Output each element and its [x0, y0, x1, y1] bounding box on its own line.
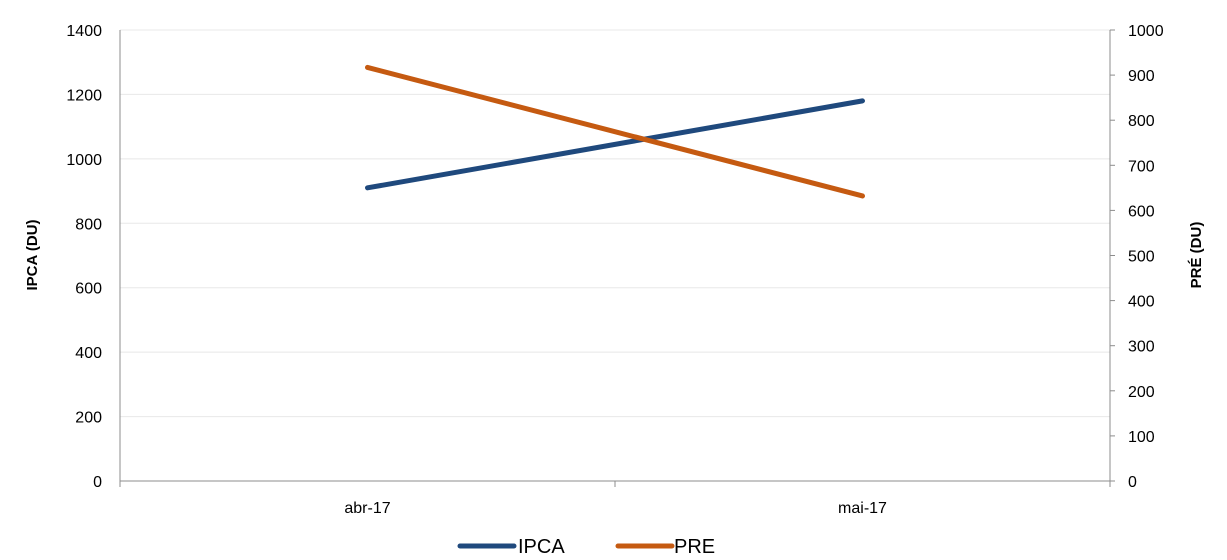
series-lines: [365, 64, 865, 199]
left-tick-label: 600: [75, 281, 102, 298]
left-tick-label: 1000: [66, 152, 102, 169]
left-tick-label: 400: [75, 345, 102, 362]
x-tick-label: abr-17: [344, 500, 390, 517]
gridlines: [120, 29, 1110, 418]
x-tick-label: mai-17: [838, 500, 887, 517]
series-line-ipca: [365, 98, 865, 191]
right-tick-label: 900: [1128, 68, 1155, 85]
right-tick-label: 800: [1128, 113, 1155, 130]
right-tick-label: 100: [1128, 429, 1155, 446]
left-tick-label: 1400: [66, 23, 102, 40]
right-axis-title: PRÉ (DU): [1188, 222, 1205, 289]
left-tick-label: 200: [75, 410, 102, 427]
right-tick-label: 700: [1128, 158, 1155, 175]
legend-label-ipca: IPCA: [518, 536, 565, 558]
left-tick-label: 800: [75, 216, 102, 233]
left-tick-label: 0: [93, 474, 102, 491]
right-tick-label: 200: [1128, 384, 1155, 401]
x-axis-ticks: abr-17 mai-17: [344, 500, 887, 517]
left-axis-title: IPCA (DU): [24, 219, 41, 290]
right-tick-label: 0: [1128, 474, 1137, 491]
right-axis-ticks: 0 100 200 300 400 500 600 700 800 900 1000: [1128, 23, 1164, 491]
legend: IPCA PRE: [457, 536, 715, 558]
left-tick-label: 1200: [66, 87, 102, 104]
right-tick-label: 400: [1128, 294, 1155, 311]
left-axis-ticks: 0 200 400 600 800 1000 1200 1400: [66, 23, 102, 491]
series-line-pre: [365, 64, 865, 199]
right-tick-label: 300: [1128, 339, 1155, 356]
axes: [119, 29, 1115, 487]
right-tick-label: 1000: [1128, 23, 1164, 40]
legend-label-pre: PRE: [674, 536, 715, 558]
right-tick-label: 600: [1128, 203, 1155, 220]
right-tick-label: 500: [1128, 249, 1155, 266]
